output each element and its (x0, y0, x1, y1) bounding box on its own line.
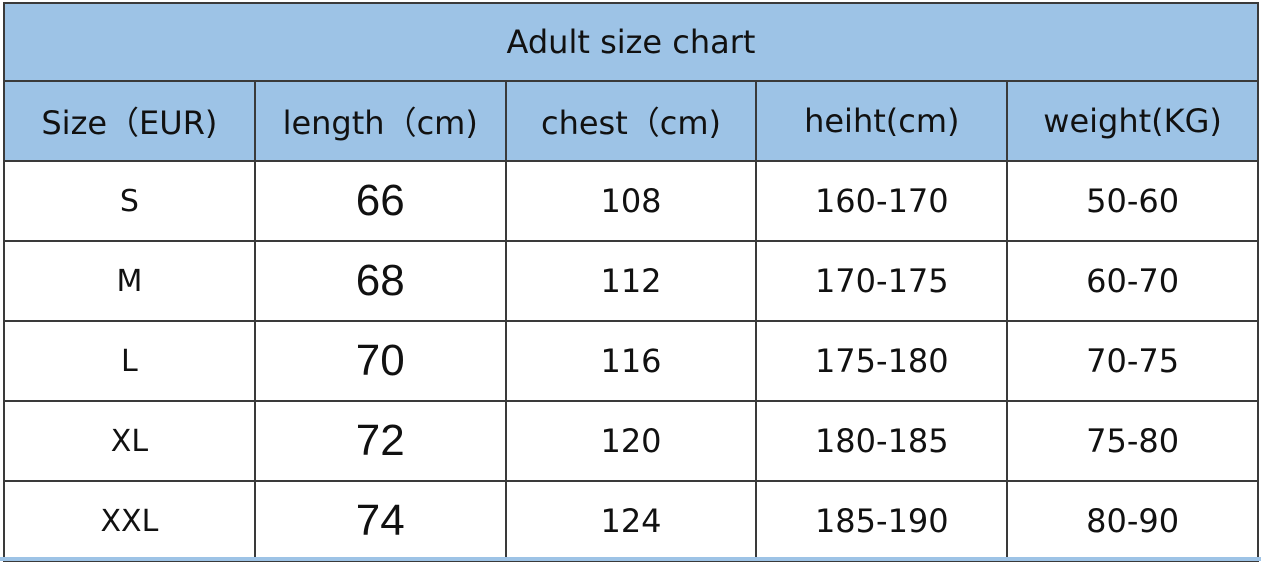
table-cell: 124 (504, 480, 758, 562)
table-cell: 170-175 (755, 240, 1009, 322)
table-cell: 108 (504, 160, 758, 242)
column-header: heiht(cm) (755, 80, 1009, 162)
table-cell: M (3, 240, 256, 322)
table-cell: 74 (253, 480, 507, 562)
table-cell: 75-80 (1006, 400, 1259, 482)
table-cell: 66 (253, 160, 507, 242)
table-row: S 66 108 160-170 50-60 (3, 160, 1259, 242)
header-row: Size（EUR) length（cm) chest（cm) heiht(cm)… (3, 80, 1259, 162)
table-row: XXL 74 124 185-190 80-90 (3, 480, 1259, 562)
table-cell: XL (3, 400, 256, 482)
size-chart-table: Adult size chart Size（EUR) length（cm) ch… (3, 2, 1259, 562)
table-cell: 116 (504, 320, 758, 402)
table-cell: S (3, 160, 256, 242)
column-header: chest（cm) (504, 80, 758, 162)
table-cell: 70 (253, 320, 507, 402)
table-cell: 68 (253, 240, 507, 322)
table-row: L 70 116 175-180 70-75 (3, 320, 1259, 402)
bottom-strip (0, 557, 1261, 561)
table-cell: 175-180 (755, 320, 1009, 402)
table-cell: L (3, 320, 256, 402)
table-cell: 185-190 (755, 480, 1009, 562)
table-cell: XXL (3, 480, 256, 562)
table-cell: 160-170 (755, 160, 1009, 242)
table-cell: 112 (504, 240, 758, 322)
table-cell: 60-70 (1006, 240, 1259, 322)
table-title: Adult size chart (3, 2, 1259, 82)
column-header: length（cm) (253, 80, 507, 162)
table-cell: 70-75 (1006, 320, 1259, 402)
table-cell: 50-60 (1006, 160, 1259, 242)
table-cell: 80-90 (1006, 480, 1259, 562)
table-cell: 72 (253, 400, 507, 482)
table-cell: 180-185 (755, 400, 1009, 482)
column-header: weight(KG) (1006, 80, 1259, 162)
column-header: Size（EUR) (3, 80, 256, 162)
table-row: XL 72 120 180-185 75-80 (3, 400, 1259, 482)
table-row: M 68 112 170-175 60-70 (3, 240, 1259, 322)
table-cell: 120 (504, 400, 758, 482)
